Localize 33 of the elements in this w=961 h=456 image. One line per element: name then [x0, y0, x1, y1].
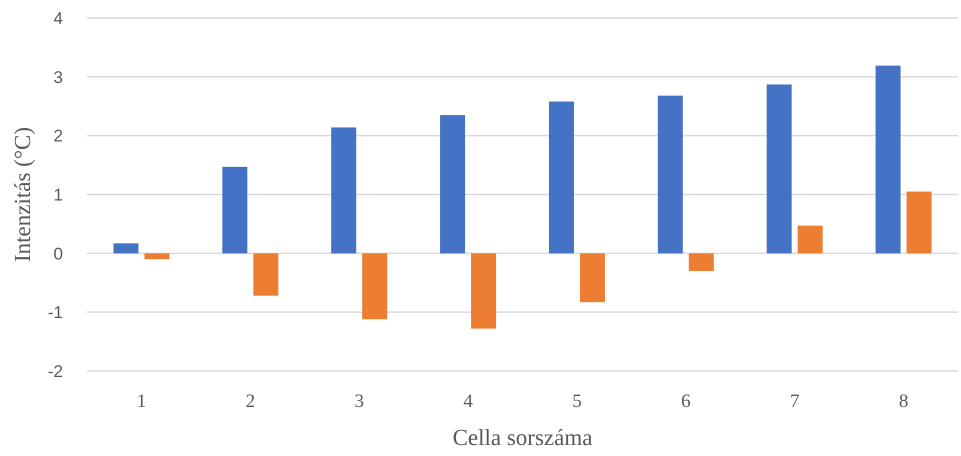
y-tick-label: 4: [54, 8, 63, 28]
y-tick-label: 2: [54, 126, 63, 146]
bar: [906, 192, 932, 254]
x-tick-label: 2: [246, 391, 256, 412]
bar: [688, 253, 714, 271]
x-tick-label: 1: [136, 391, 146, 412]
bar: [144, 253, 170, 260]
bar: [580, 253, 605, 302]
bar: [548, 102, 574, 254]
bar: [331, 127, 356, 254]
bar: [471, 253, 496, 329]
y-tick-label: -1: [48, 303, 63, 322]
bar: [876, 66, 901, 254]
y-tick-label: 3: [54, 68, 63, 87]
bar: [766, 84, 792, 254]
bar: [253, 253, 278, 296]
y-tick-label: -2: [48, 362, 63, 381]
x-tick-label: 4: [463, 391, 474, 412]
x-tick-label: 3: [354, 391, 364, 412]
bar: [362, 253, 388, 320]
x-tick-label: 8: [898, 391, 908, 412]
bar: [798, 226, 823, 254]
bar: [440, 115, 466, 254]
y-tick-label: 1: [54, 185, 63, 204]
x-tick-label: 5: [572, 391, 582, 412]
bar: [222, 166, 248, 254]
y-tick-label: 0: [54, 244, 63, 264]
x-tick-label: 6: [681, 391, 691, 412]
y-axis-title: Intenzitás (°C): [10, 126, 35, 262]
bar: [658, 96, 683, 254]
x-axis-title: Cella sorszáma: [452, 425, 592, 450]
x-tick-label: 7: [790, 391, 800, 412]
bar: [113, 243, 138, 254]
